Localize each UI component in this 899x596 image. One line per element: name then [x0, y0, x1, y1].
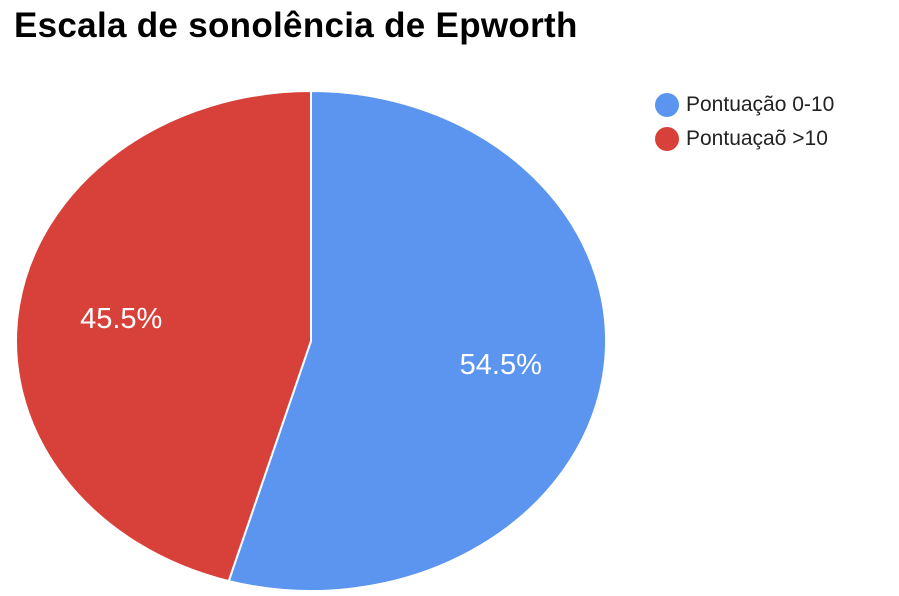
- pie-label-above-10: 45.5%: [80, 303, 162, 335]
- legend-item-above-10[interactable]: Pontuaçaõ >10: [655, 122, 834, 156]
- legend-label-0-10: Pontuação 0-10: [686, 93, 835, 116]
- legend-swatch-above-10: [655, 127, 679, 151]
- legend: Pontuação 0-10 Pontuaçaõ >10: [655, 88, 834, 156]
- chart-title: Escala de sonolência de Epworth: [14, 6, 578, 45]
- pie-slice-above-10[interactable]: [15, 89, 312, 583]
- legend-item-0-10[interactable]: Pontuação 0-10: [655, 88, 834, 122]
- pie-slice-0-10[interactable]: [227, 89, 607, 592]
- pie-label-0-10: 54.5%: [460, 349, 542, 381]
- legend-label-above-10: Pontuaçaõ >10: [686, 127, 828, 150]
- legend-swatch-0-10: [655, 93, 679, 117]
